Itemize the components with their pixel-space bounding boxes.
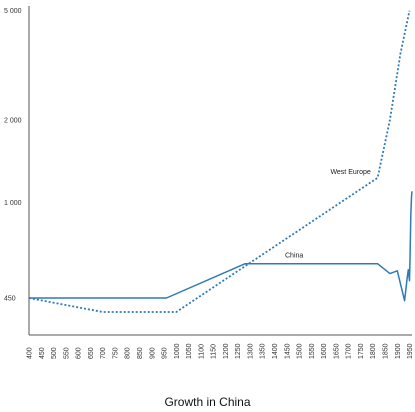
x-tick-label: 1850 <box>382 343 389 359</box>
x-tick-label: 1300 <box>247 343 254 359</box>
x-tick-label: 1650 <box>333 343 340 359</box>
x-tick-label: 950 <box>162 347 169 359</box>
x-tick-label: 600 <box>76 347 83 359</box>
x-tick-label: 550 <box>63 347 70 359</box>
x-tick-label: 1550 <box>309 343 316 359</box>
axes <box>28 6 412 336</box>
x-tick-label: 1100 <box>198 344 205 359</box>
x-tick-label: 850 <box>137 347 144 359</box>
y-tick-label: 5 000 <box>4 8 22 15</box>
y-tick-label: 2 000 <box>4 118 22 125</box>
x-tick-label: 1250 <box>235 343 242 359</box>
series-label-china: China <box>285 253 303 260</box>
x-tick-label: 1900 <box>395 343 402 359</box>
x-tick-label: 1150 <box>211 344 218 359</box>
chart-caption: Growth in China <box>164 395 251 409</box>
x-tick-label: 750 <box>112 347 119 359</box>
series-lines <box>28 10 413 313</box>
y-tick-label: 1 000 <box>4 200 22 207</box>
x-tick-label: 1450 <box>284 343 291 359</box>
x-tick-label: 1350 <box>260 343 267 359</box>
y-axis-ticks: 450 1 000 2 000 5 000 <box>4 8 22 302</box>
series-labels: China West Europe <box>285 169 371 260</box>
x-tick-label: 700 <box>100 347 107 359</box>
x-axis-ticks: 400 450 500 550 600 650 700 750 800 850 900 950 1000… <box>27 343 415 359</box>
x-tick-label: 1800 <box>370 343 377 359</box>
y-tick-label: 450 <box>4 295 16 302</box>
series-line-china <box>29 191 413 302</box>
x-tick-label: 1500 <box>297 343 304 359</box>
x-tick-label: 1950 <box>407 343 414 359</box>
x-tick-label: 1400 <box>272 343 279 359</box>
x-tick-label: 1700 <box>346 343 353 359</box>
x-tick-label: 500 <box>51 347 58 359</box>
x-tick-label: 450 <box>39 347 46 359</box>
x-tick-label: 900 <box>149 347 156 359</box>
x-tick-label: 1000 <box>174 343 181 359</box>
series-line-west-europe <box>28 10 411 313</box>
x-tick-label: 400 <box>27 347 34 359</box>
chart: 450 1 000 2 000 5 000 400 450 500 550 600 650 700… <box>4 6 415 359</box>
x-tick-label: 650 <box>88 347 95 359</box>
x-tick-label: 1200 <box>223 343 230 359</box>
x-tick-label: 1050 <box>186 343 193 359</box>
x-tick-label: 1750 <box>358 343 365 359</box>
x-tick-label: 1600 <box>321 343 328 359</box>
x-tick-label: 800 <box>125 347 132 359</box>
series-label-west-europe: West Europe <box>330 169 370 176</box>
line-chart: 450 1 000 2 000 5 000 400 450 500 550 600 650 700… <box>4 6 415 359</box>
